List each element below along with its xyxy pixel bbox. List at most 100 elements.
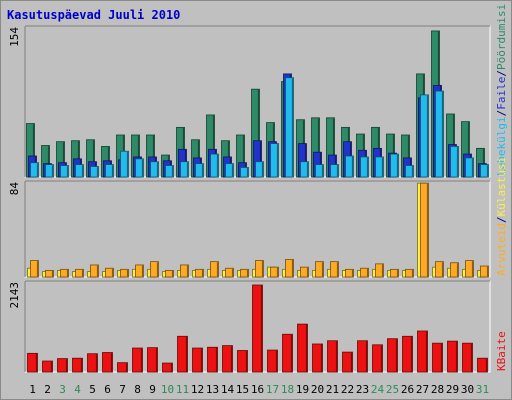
bar-arvuteid-day-4-shade (81, 269, 84, 277)
bar-arvuteid-day-17 (270, 266, 279, 278)
bar-leheklgi-day-21 (330, 164, 339, 178)
top-legend-part-3: / (495, 70, 508, 77)
bar-kbaite-day-24 (372, 344, 383, 373)
bar-leheklgi-day-5 (90, 166, 99, 178)
bar-arvuteid-day-10-shade (171, 271, 174, 277)
bar-arvuteid-day-24 (375, 263, 384, 278)
bar-kbaite-day-11 (177, 335, 188, 373)
bar-arvuteid-day-22-shade (351, 269, 354, 277)
day-label-26: 26 (401, 383, 414, 396)
bar-kbaite-day-31-shade (485, 358, 488, 372)
bar-leheklgi-day-21-shade (336, 165, 339, 177)
bar-arvuteid-day-5-shade (96, 265, 99, 277)
bar-kbaite-day-5 (87, 353, 98, 373)
bar-kbaite-day-26 (402, 335, 413, 373)
bar-arvuteid-day-1 (30, 260, 39, 278)
bar-arvuteid-day-27 (420, 182, 429, 278)
bar-leheklgi-day-24 (375, 156, 384, 178)
bar-arvuteid-day-25 (390, 268, 399, 278)
bar-kbaite-day-20-shade (320, 344, 323, 372)
bar-arvuteid-day-31 (480, 265, 489, 278)
bar-leheklgi-day-11-shade (186, 162, 189, 177)
bar-prdumisi-day-3-shade (62, 142, 65, 177)
bar-kbaite-day-12 (192, 347, 203, 373)
bar-leheklgi-day-7-shade (126, 151, 129, 177)
bar-faile-day-19-shade (304, 144, 307, 177)
bar-leheklgi-day-25 (390, 153, 399, 178)
day-label-22: 22 (341, 383, 354, 396)
day-label-18: 18 (281, 383, 294, 396)
bar-leheklgi-day-20-shade (321, 165, 324, 177)
bar-kbaite-day-3-shade (65, 359, 68, 372)
bar-kbaite-day-16-shade (260, 285, 263, 372)
bar-kbaite-day-6 (102, 352, 113, 373)
bar-kbaite-day-14-shade (230, 346, 233, 372)
bar-kbaite-day-19 (297, 323, 308, 373)
bar-kbaite-day-10-shade (170, 363, 173, 372)
bar-arvuteid-day-16-shade (261, 261, 264, 277)
bar-kbaite-day-18-shade (290, 334, 293, 372)
bar-kbaite-day-4-shade (80, 358, 83, 372)
bar-kbaite-day-20 (312, 343, 323, 373)
bar-leheklgi-day-15-shade (246, 168, 249, 177)
bar-arvuteid-day-19 (300, 266, 309, 278)
bar-kbaite-day-12-shade (200, 348, 203, 372)
bar-kbaite-day-1 (27, 352, 38, 373)
bar-leheklgi-day-14-shade (231, 164, 234, 177)
bar-kbaite-day-15-shade (245, 351, 248, 372)
bar-leheklgi-day-25-shade (396, 154, 399, 177)
bar-arvuteid-day-2 (45, 270, 54, 278)
bar-kbaite-day-23 (357, 340, 368, 373)
bar-leheklgi-day-1 (30, 162, 39, 178)
bar-arvuteid-day-14 (225, 267, 234, 278)
bar-leheklgi-day-29-shade (456, 147, 459, 177)
bar-leheklgi-day-2-shade (51, 165, 54, 177)
day-label-16: 16 (251, 383, 264, 396)
day-label-20: 20 (311, 383, 324, 396)
bar-leheklgi-day-1-shade (36, 163, 39, 177)
bar-leheklgi-day-11 (180, 161, 189, 178)
bar-leheklgi-day-27 (420, 94, 429, 178)
bar-leheklgi-day-16 (255, 161, 264, 178)
bar-kbaite-day-21 (327, 340, 338, 373)
bar-prdumisi-day-15-shade (242, 135, 245, 177)
day-label-3: 3 (59, 383, 66, 396)
bar-leheklgi-day-30-shade (471, 158, 474, 177)
day-label-6: 6 (104, 383, 111, 396)
bar-arvuteid-day-29-shade (456, 263, 459, 277)
bar-arvuteid-day-1-shade (36, 261, 39, 277)
bar-leheklgi-day-24-shade (381, 157, 384, 177)
bar-leheklgi-day-10-shade (171, 166, 174, 177)
bar-leheklgi-day-27-shade (426, 95, 429, 177)
bar-prdumisi-day-30-shade (467, 122, 470, 177)
bar-kbaite-day-17 (267, 349, 278, 373)
bar-leheklgi-day-8-shade (141, 159, 144, 177)
bar-kbaite-day-13-shade (215, 347, 218, 372)
bar-leheklgi-day-23-shade (366, 157, 369, 177)
bar-leheklgi-day-15 (240, 167, 249, 178)
bar-kbaite-day-13 (207, 346, 218, 373)
bar-arvuteid-day-28-shade (441, 262, 444, 277)
middle-legend: Arvuteid/Külastusi (495, 157, 508, 276)
bar-leheklgi-day-31-shade (486, 165, 489, 177)
bar-leheklgi-day-10 (165, 165, 174, 178)
bar-kbaite-day-18 (282, 333, 293, 373)
bar-leheklgi-day-7 (120, 150, 129, 178)
bar-kbaite-day-7-shade (125, 363, 128, 372)
day-label-2: 2 (44, 383, 51, 396)
bar-arvuteid-day-26 (405, 268, 414, 278)
bar-leheklgi-day-4 (75, 164, 84, 178)
bar-kbaite-day-1-shade (35, 353, 38, 372)
bar-arvuteid-day-24-shade (381, 264, 384, 277)
middle-legend-part-0: Arvuteid (495, 223, 508, 276)
bar-arvuteid-day-11 (180, 264, 189, 278)
bar-arvuteid-day-19-shade (306, 267, 309, 277)
day-label-12: 12 (191, 383, 204, 396)
day-label-24: 24 (371, 383, 385, 396)
bar-leheklgi-day-18 (285, 77, 294, 178)
bar-arvuteid-day-7 (120, 268, 129, 278)
day-label-13: 13 (206, 383, 219, 396)
bar-leheklgi-day-13-shade (216, 154, 219, 177)
bar-arvuteid-day-15-shade (246, 269, 249, 277)
